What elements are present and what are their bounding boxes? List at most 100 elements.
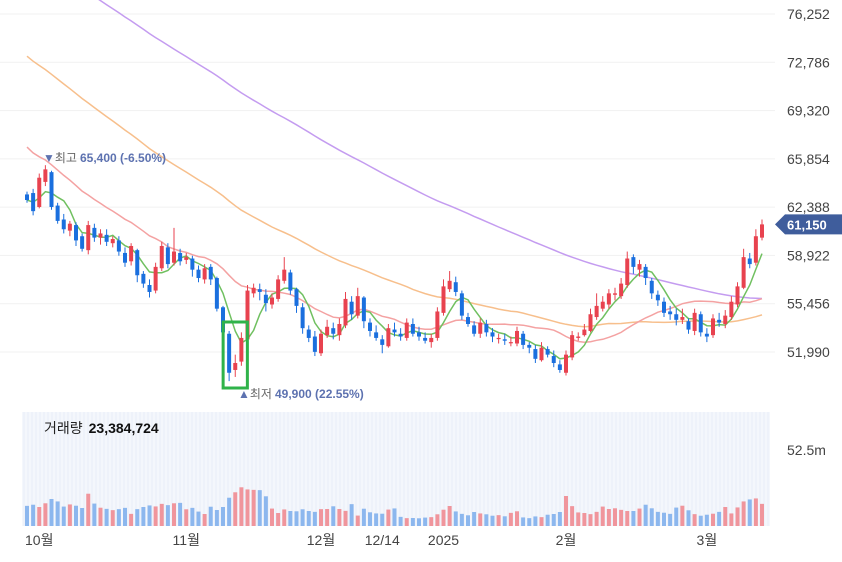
candle-body xyxy=(25,194,29,201)
volume-bar xyxy=(37,507,42,526)
candle-body xyxy=(257,289,262,292)
candle-body xyxy=(178,252,183,262)
volume-bar xyxy=(704,514,709,526)
volume-bar xyxy=(674,507,679,526)
volume-bar xyxy=(49,499,54,526)
candle-body xyxy=(276,279,281,299)
volume-bar xyxy=(343,510,348,526)
volume-bar xyxy=(300,509,305,526)
price-tick-label: 62,388 xyxy=(787,199,830,215)
candle-body xyxy=(447,280,452,290)
low-label: 최저 xyxy=(250,387,272,401)
candle-body xyxy=(153,266,158,291)
candle xyxy=(98,229,103,245)
candle xyxy=(729,296,734,320)
candle xyxy=(674,308,679,326)
volume-bar xyxy=(178,502,183,526)
candle xyxy=(760,219,764,241)
candle-body xyxy=(502,339,507,341)
candle xyxy=(361,296,366,329)
candle xyxy=(643,264,648,285)
candle-body xyxy=(288,272,293,291)
volume-bar xyxy=(453,511,458,526)
candle xyxy=(251,283,256,298)
candle-body xyxy=(251,287,256,294)
candle-body xyxy=(704,333,709,337)
candle-body xyxy=(361,297,366,322)
volume-bar xyxy=(502,516,507,526)
candle-body xyxy=(741,257,746,288)
volume-bar xyxy=(398,516,403,526)
volume-bar xyxy=(711,513,715,526)
candle xyxy=(545,346,550,358)
candle-body xyxy=(104,234,109,242)
candle xyxy=(576,332,581,341)
candle xyxy=(649,278,654,299)
x-axis-label: 3월 xyxy=(697,532,718,548)
candle-body xyxy=(337,323,342,336)
candle xyxy=(233,354,238,377)
volume-bar xyxy=(527,518,532,526)
volume-bar xyxy=(276,513,281,526)
candle xyxy=(110,236,115,248)
candle-body xyxy=(625,258,630,285)
volume-bar xyxy=(490,515,495,526)
candle-body xyxy=(735,286,740,305)
candle-body xyxy=(680,317,685,320)
candle xyxy=(484,319,489,337)
candle-body xyxy=(355,296,360,316)
candle-body xyxy=(37,177,42,207)
volume-bar xyxy=(741,501,746,526)
price-tick-label: 51,990 xyxy=(787,344,830,360)
candle xyxy=(190,255,195,277)
volume-bar xyxy=(435,514,440,526)
volume-bar xyxy=(263,496,268,526)
candle xyxy=(637,259,642,277)
volume-bar xyxy=(613,508,617,526)
candle xyxy=(92,223,97,242)
candle-body xyxy=(410,323,415,334)
candle-body xyxy=(263,294,268,304)
candle xyxy=(564,350,568,376)
volume-bar xyxy=(649,508,654,526)
candle-body xyxy=(165,247,170,265)
candle xyxy=(282,257,287,284)
candle-body xyxy=(196,269,201,279)
volume-bar xyxy=(600,506,605,526)
volume-bar xyxy=(472,512,477,526)
candle xyxy=(214,276,219,312)
candle xyxy=(349,296,354,320)
candle xyxy=(600,296,605,312)
candle xyxy=(331,322,336,340)
volume-bar xyxy=(521,517,526,526)
candle xyxy=(306,325,311,343)
candle-body xyxy=(233,363,238,370)
candle-body xyxy=(453,282,458,292)
volume-bar xyxy=(116,509,121,526)
candle xyxy=(435,307,440,341)
candle-body xyxy=(606,293,611,305)
volume-bar xyxy=(251,489,256,526)
volume-bar xyxy=(172,503,176,526)
candle-body xyxy=(306,329,311,338)
current-price-tag: 61,150 xyxy=(775,214,842,235)
x-axis-label: 2025 xyxy=(428,532,459,548)
x-axis-label: 10월 xyxy=(25,532,53,548)
candle-body xyxy=(429,337,434,343)
volume-bar xyxy=(508,512,513,526)
volume-bar xyxy=(496,515,501,526)
volume-bar xyxy=(570,506,575,526)
volume-bar xyxy=(325,509,330,526)
candle-body xyxy=(662,301,666,313)
ma20-line xyxy=(26,146,763,343)
high-value: 65,400 (-6.50%) xyxy=(80,151,166,165)
candle-body xyxy=(98,233,103,238)
candle-body xyxy=(655,294,660,301)
high-label: 최고 xyxy=(55,151,77,165)
volume-bar xyxy=(190,507,195,526)
candle xyxy=(374,325,379,341)
volume-bar xyxy=(729,513,734,526)
candle-body xyxy=(619,283,624,297)
candle xyxy=(747,252,752,269)
